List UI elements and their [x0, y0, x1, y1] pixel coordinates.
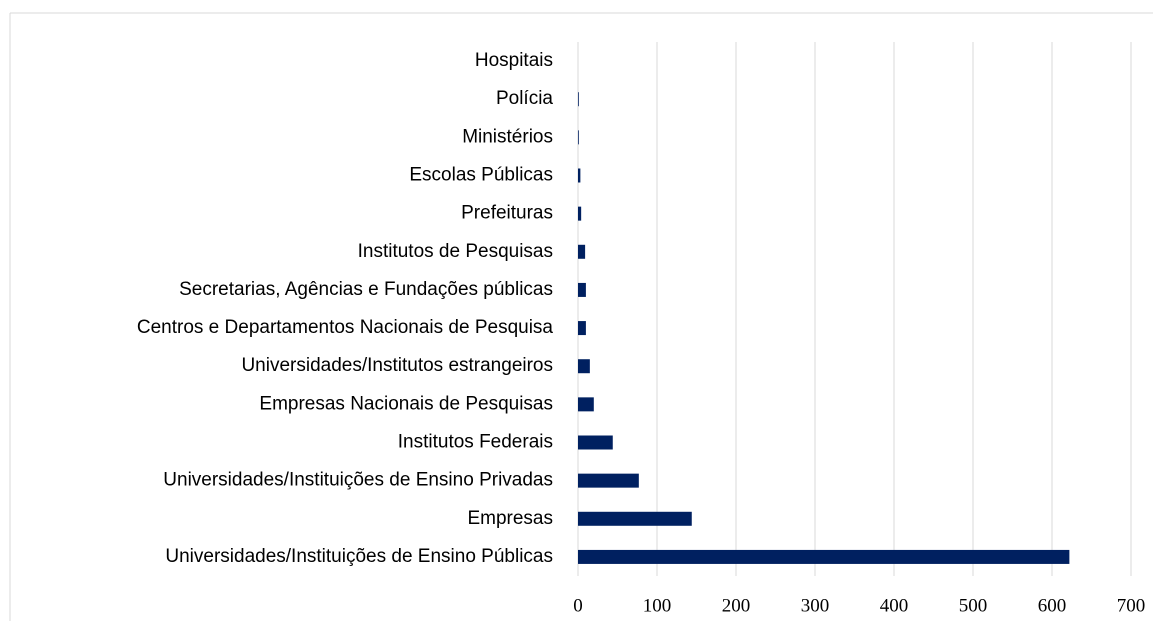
bar — [578, 130, 579, 145]
y-tick-label: Centros e Departamentos Nacionais de Pes… — [137, 317, 554, 338]
bar — [578, 321, 586, 336]
x-tick-label: 700 — [1117, 595, 1146, 616]
y-tick-label: Secretarias, Agências e Fundações públic… — [179, 279, 553, 300]
bar — [578, 397, 594, 412]
y-tick-label: Empresas Nacionais de Pesquisas — [259, 393, 553, 414]
bar — [578, 549, 1070, 564]
y-tick-label: Institutos Federais — [398, 432, 553, 453]
bar — [578, 435, 613, 450]
y-tick-label: Empresas — [467, 508, 553, 529]
y-tick-label: Institutos de Pesquisas — [358, 241, 553, 262]
bar — [578, 168, 581, 183]
x-tick-label: 500 — [959, 595, 988, 616]
y-tick-label: Ministérios — [462, 126, 553, 147]
bar — [578, 359, 590, 374]
x-tick-label: 200 — [722, 595, 751, 616]
bar — [578, 282, 586, 297]
y-tick-label: Hospitais — [475, 50, 553, 71]
y-tick-label: Prefeituras — [461, 203, 553, 224]
bar — [578, 511, 692, 526]
y-tick-label: Universidades/Instituições de Ensino Púb… — [165, 546, 553, 567]
bar — [578, 244, 586, 259]
y-tick-label: Polícia — [496, 88, 553, 109]
bar — [578, 473, 639, 488]
x-tick-label: 600 — [1038, 595, 1067, 616]
x-tick-label: 300 — [801, 595, 830, 616]
y-tick-label: Universidades/Instituições de Ensino Pri… — [163, 470, 553, 491]
x-tick-label: 100 — [643, 595, 672, 616]
bar — [578, 206, 582, 221]
x-tick-label: 400 — [880, 595, 909, 616]
y-tick-label: Escolas Públicas — [409, 165, 553, 186]
y-tick-label: Universidades/Institutos estrangeiros — [241, 355, 553, 376]
bar — [578, 92, 579, 107]
x-tick-label: 0 — [573, 595, 583, 616]
